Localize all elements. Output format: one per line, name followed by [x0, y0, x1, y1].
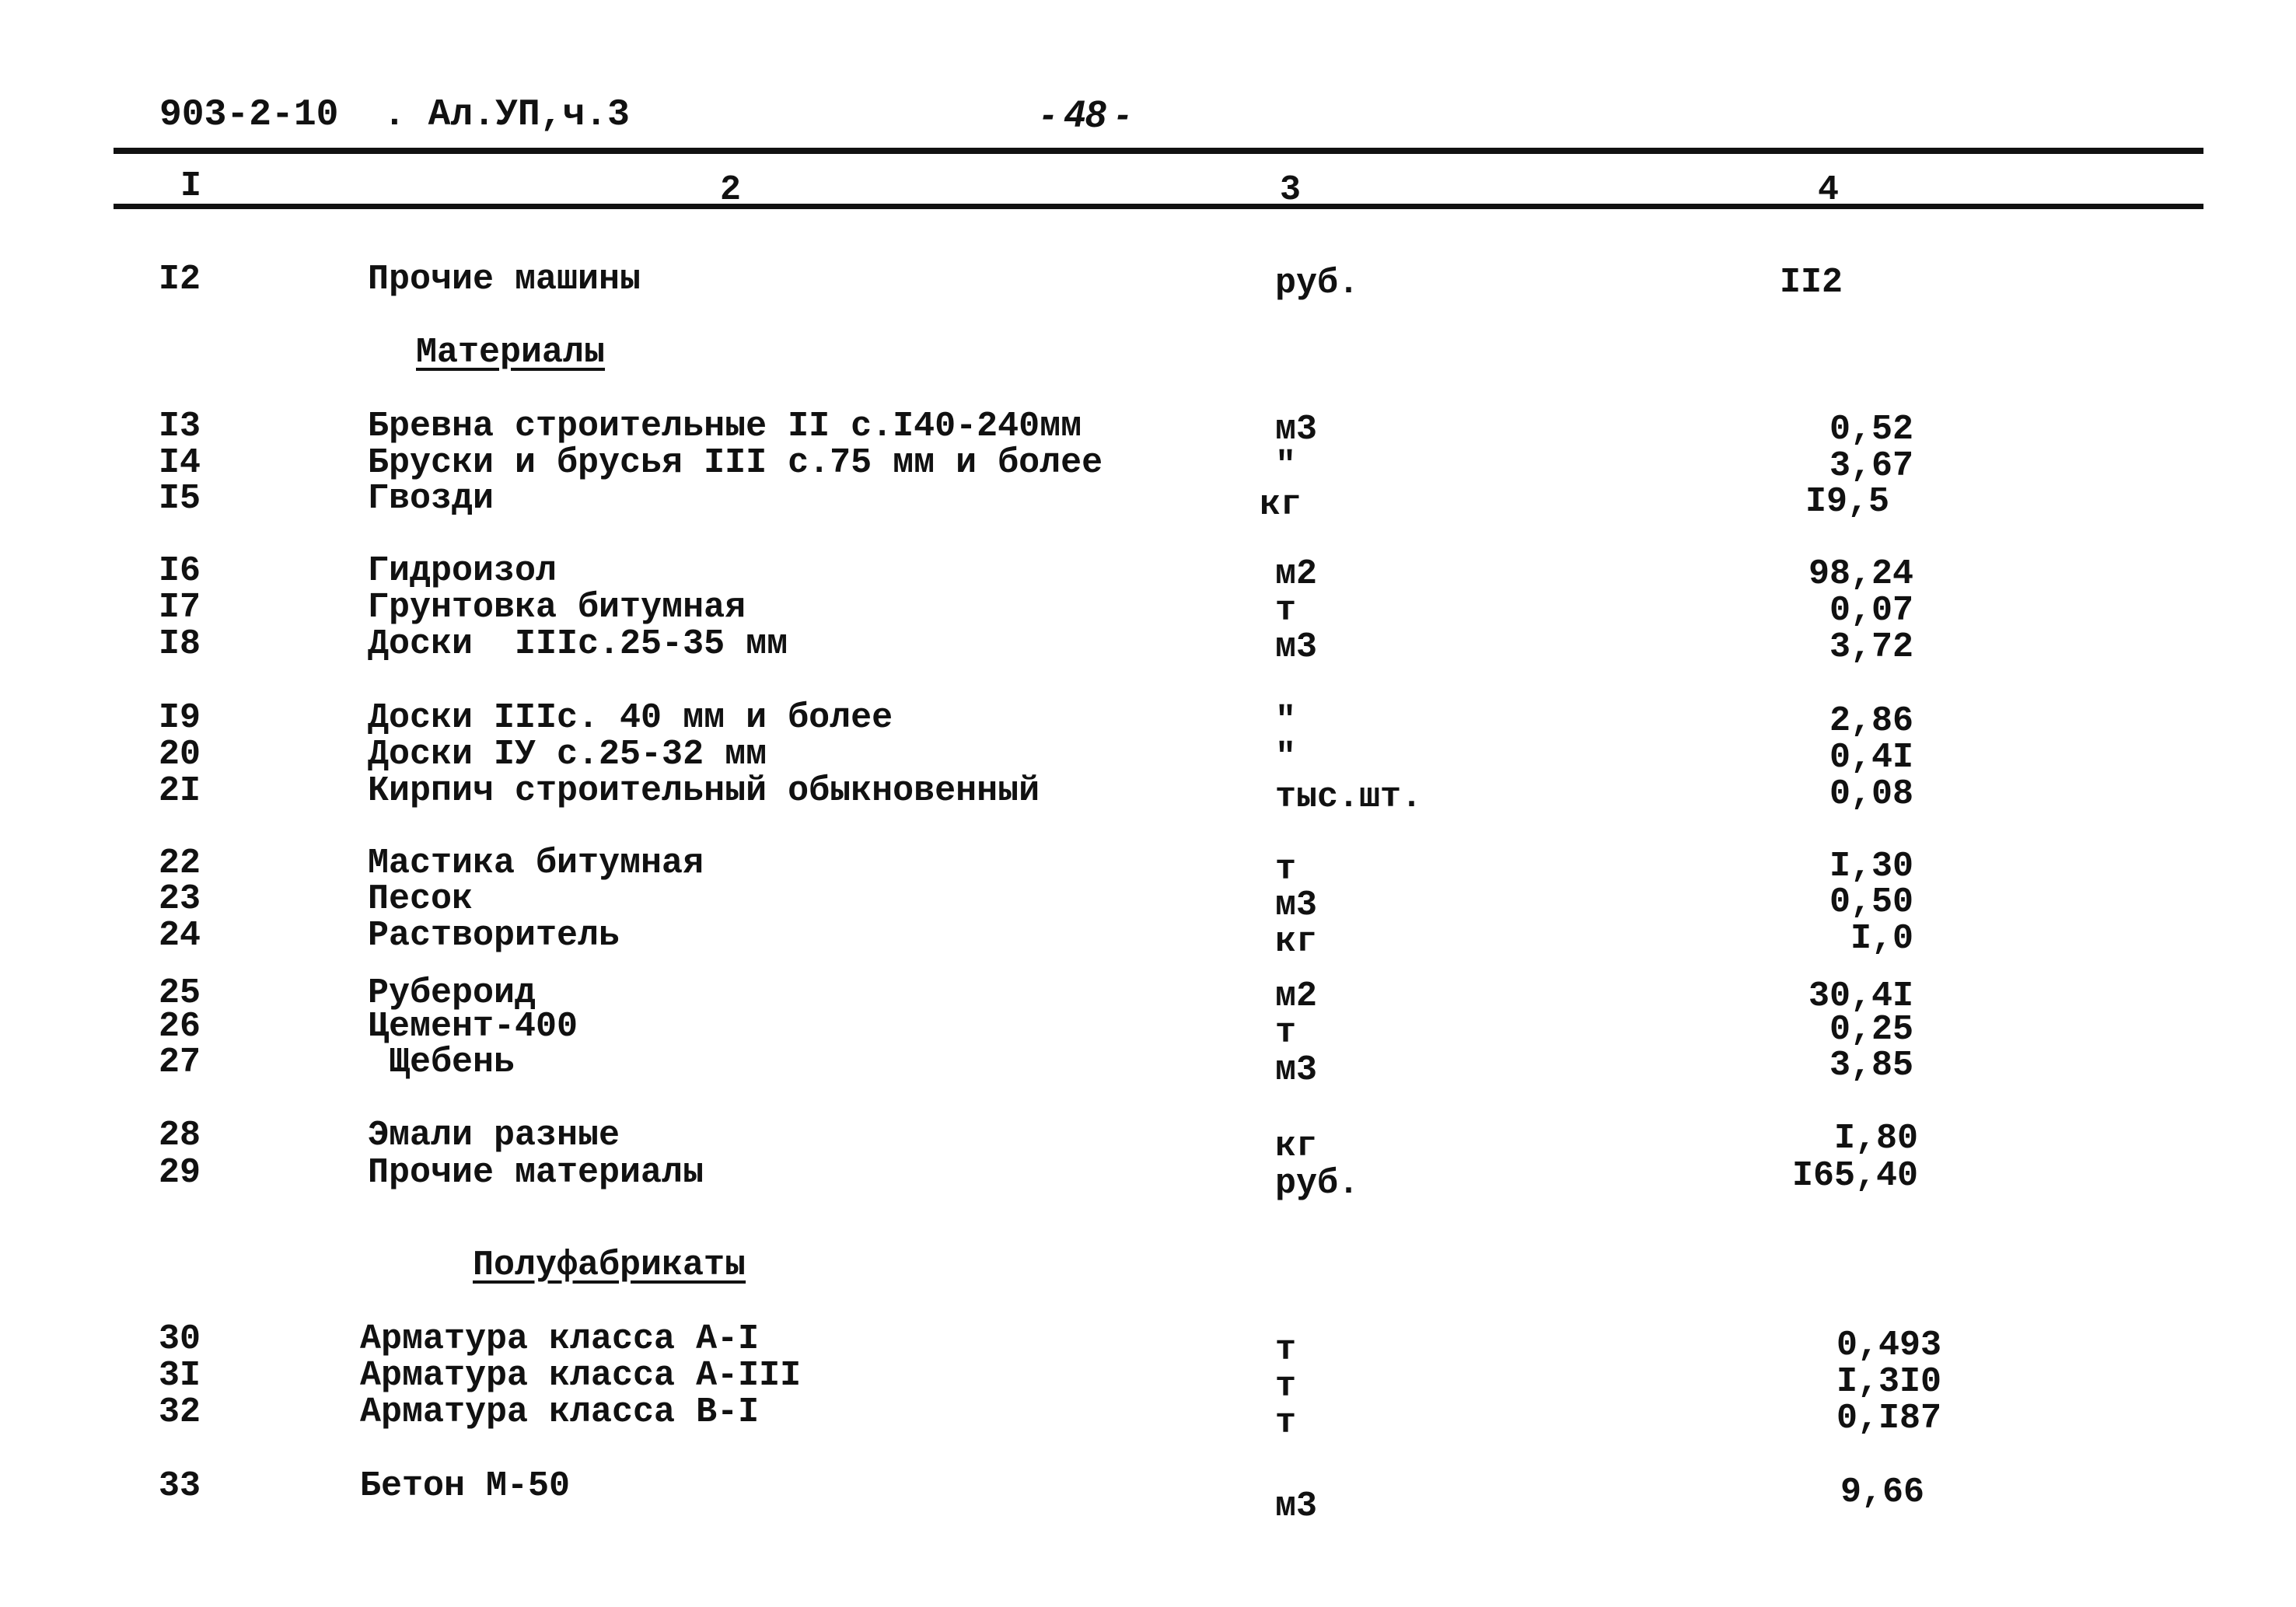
item-unit: руб.: [1275, 1164, 1360, 1204]
item-unit: кг: [1260, 485, 1302, 525]
column-header-3: 3: [1280, 170, 1302, 210]
item-unit: м3: [1275, 410, 1318, 449]
item-quantity: I,0: [1850, 919, 1913, 959]
top-rule: [114, 148, 2203, 154]
item-unit: т: [1275, 1013, 1297, 1053]
item-quantity: 0,I87: [1836, 1399, 1941, 1438]
item-unit: кг: [1275, 922, 1318, 962]
row-number: 22: [159, 844, 201, 883]
item-quantity: 2,86: [1829, 701, 1913, 741]
item-name: Бревна строительные II с.I40-240мм: [368, 407, 1082, 446]
item-name: Доски IIIс.25-35 мм: [368, 624, 788, 664]
item-name: Цемент-400: [368, 1007, 578, 1046]
column-header-1: I: [180, 166, 202, 206]
item-unit: ": [1275, 701, 1297, 741]
item-quantity: I,30: [1829, 847, 1913, 886]
item-name: Гидроизол: [368, 551, 557, 591]
item-unit: тыс.шт.: [1275, 777, 1423, 817]
item-quantity: 3,72: [1829, 627, 1913, 667]
item-unit: м2: [1275, 554, 1318, 594]
row-number: I7: [159, 588, 201, 627]
row-number: I9: [159, 698, 201, 738]
item-name: Бруски и брусья III с.75 мм и более: [368, 443, 1103, 483]
item-quantity: 98,24: [1808, 554, 1913, 594]
item-unit: т: [1275, 1330, 1297, 1370]
page-number: - 48 -: [1042, 94, 1130, 135]
row-number: I8: [159, 624, 201, 664]
item-name: Арматура класса В-I: [360, 1392, 760, 1432]
row-number: 23: [159, 879, 201, 919]
item-quantity: 30,4I: [1808, 976, 1913, 1016]
document-code: 903-2-10 . Ал.УП,ч.3: [159, 94, 630, 136]
item-unit: м3: [1275, 1050, 1318, 1090]
item-unit: кг: [1275, 1127, 1318, 1166]
item-name: Растворитель: [368, 916, 620, 955]
item-unit: ": [1275, 446, 1297, 486]
item-quantity: I,80: [1833, 1119, 1918, 1158]
item-name: Арматура класса А-III: [360, 1356, 802, 1396]
row-number: I3: [159, 407, 201, 446]
item-unit: м3: [1275, 886, 1318, 925]
item-quantity: 0,07: [1829, 591, 1913, 631]
item-name: Прочие материалы: [368, 1153, 704, 1193]
row-number: 27: [159, 1043, 201, 1082]
row-number: 30: [159, 1319, 201, 1359]
row-number: 29: [159, 1153, 201, 1193]
item-name: Грунтовка битумная: [368, 588, 746, 627]
item-quantity: 3,85: [1829, 1046, 1913, 1085]
column-header-2: 2: [720, 170, 742, 210]
row-number: 28: [159, 1116, 201, 1155]
item-name: Доски IУ с.25-32 мм: [368, 735, 767, 774]
item-quantity: 9,66: [1840, 1473, 1924, 1512]
row-number: 26: [159, 1007, 201, 1046]
item-unit: т: [1275, 1367, 1297, 1406]
row-number: I4: [159, 443, 201, 483]
item-unit: м3: [1275, 1486, 1318, 1526]
item-unit: ": [1275, 738, 1297, 777]
item-name: Песок: [368, 879, 474, 919]
row-number: 20: [159, 735, 201, 774]
item-name: Кирпич строительный обыкновенный: [368, 771, 1040, 811]
item-quantity: II2: [1779, 263, 1843, 302]
item-name: Мастика битумная: [368, 844, 704, 883]
row-number: I2: [159, 260, 201, 299]
item-name: Арматура класса А-I: [360, 1319, 760, 1359]
item-quantity: I,3I0: [1836, 1362, 1941, 1402]
column-header-4: 4: [1818, 170, 1840, 210]
item-unit: м2: [1275, 976, 1318, 1016]
item-quantity: 0,25: [1829, 1010, 1913, 1050]
item-quantity: 0,50: [1829, 882, 1913, 922]
item-unit: руб.: [1275, 264, 1360, 303]
item-quantity: 3,67: [1829, 446, 1913, 486]
item-name: Доски IIIс. 40 мм и более: [368, 698, 893, 738]
item-quantity: 0,493: [1836, 1326, 1941, 1365]
item-quantity: 0,4I: [1829, 738, 1913, 777]
item-quantity: 0,08: [1829, 774, 1913, 814]
row-number: 3I: [159, 1356, 201, 1396]
row-number: 24: [159, 916, 201, 955]
item-name: Гвозди: [368, 479, 494, 519]
item-quantity: 0,52: [1829, 410, 1913, 449]
item-name: Щебень: [368, 1043, 515, 1082]
item-unit: т: [1275, 850, 1297, 889]
row-number: I6: [159, 551, 201, 591]
row-number: 32: [159, 1392, 201, 1432]
item-name: Рубероид: [368, 973, 536, 1013]
section-heading: Материалы: [416, 333, 606, 372]
section-heading: Полуфабрикаты: [473, 1245, 746, 1285]
header-rule: [114, 204, 2203, 209]
item-quantity: I9,5: [1805, 482, 1889, 522]
row-number: 2I: [159, 771, 201, 811]
row-number: 25: [159, 973, 201, 1013]
item-name: Бетон М-50: [360, 1466, 571, 1506]
item-unit: т: [1275, 591, 1297, 631]
row-number: I5: [159, 479, 201, 519]
item-unit: т: [1275, 1403, 1297, 1443]
item-unit: м3: [1275, 627, 1318, 667]
item-quantity: I65,40: [1791, 1156, 1918, 1196]
item-name: Эмали разные: [368, 1116, 620, 1155]
item-name: Прочие машины: [368, 260, 641, 299]
row-number: 33: [159, 1466, 201, 1506]
